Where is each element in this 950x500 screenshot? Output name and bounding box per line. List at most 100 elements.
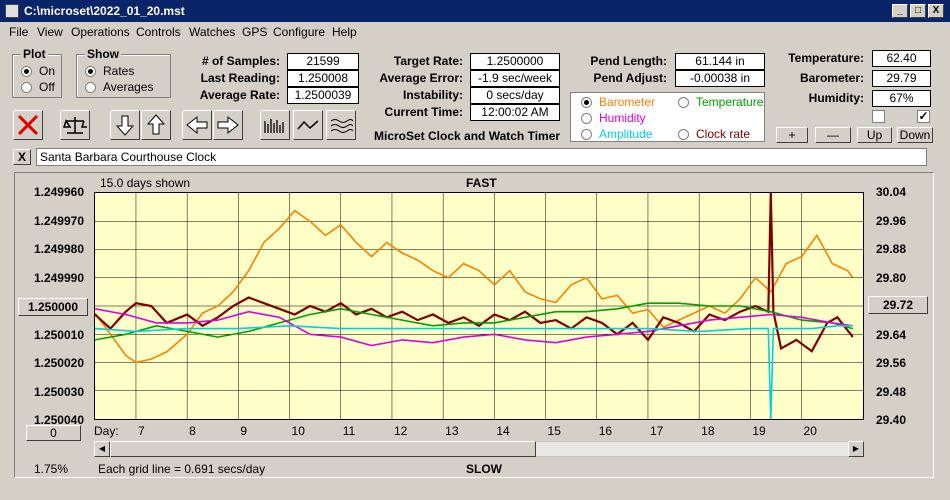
- menu-file[interactable]: File: [9, 25, 29, 39]
- arrow-up-icon: [146, 114, 166, 135]
- x-tick-label: 7: [137, 424, 145, 438]
- amplitude-option: Amplitude: [599, 127, 653, 141]
- samples-field: 21599: [287, 53, 359, 70]
- menu-operations[interactable]: Operations: [71, 25, 130, 39]
- clock-name-field[interactable]: Santa Barbara Courthouse Clock: [36, 148, 927, 166]
- center-left-button[interactable]: 1.250000: [18, 298, 88, 316]
- humidity-label: Humidity:: [808, 91, 864, 105]
- left-tick-label: 1.249970: [33, 213, 84, 228]
- target-rate-label: Target Rate:: [393, 54, 463, 68]
- menu-gps[interactable]: GPS: [242, 25, 268, 39]
- minus-button[interactable]: —: [815, 127, 851, 143]
- arrow-left-icon: [186, 115, 208, 135]
- arrow-left-button[interactable]: [182, 110, 212, 140]
- arrow-right-button[interactable]: [213, 110, 243, 140]
- clock-rate-radio[interactable]: [678, 129, 689, 140]
- plot-on-label: On: [39, 64, 56, 78]
- multiwave-icon: [330, 119, 353, 133]
- current-time-field: 12:00:02 AM: [470, 104, 560, 121]
- spikes-icon: [264, 119, 284, 133]
- average-error-label: Average Error:: [379, 71, 463, 85]
- wave-button[interactable]: [293, 110, 323, 140]
- up-button[interactable]: Up: [857, 127, 892, 143]
- show-rates-radio[interactable]: [85, 66, 96, 77]
- check-icon[interactable]: ✓: [917, 109, 930, 123]
- fast-label: FAST: [466, 176, 497, 190]
- temperature-radio[interactable]: [678, 97, 689, 108]
- humidity-checkbox[interactable]: [872, 110, 885, 123]
- gridline-note: Each grid line = 0.691 secs/day: [98, 462, 266, 476]
- right-tick-label: 29.48: [876, 384, 907, 399]
- maximize-button[interactable]: □: [910, 4, 926, 18]
- pend-length-label: Pend Length:: [590, 54, 667, 68]
- chart-panel: [14, 172, 934, 478]
- scroll-right-icon[interactable]: ▶: [848, 441, 864, 457]
- down-button[interactable]: Down: [897, 127, 933, 143]
- arrow-down-button[interactable]: [110, 110, 140, 140]
- humidity-option: Humidity: [599, 111, 646, 125]
- x-tick-label: 8: [189, 424, 196, 438]
- menu-configure[interactable]: Configure: [273, 25, 326, 39]
- last-reading-label: Last Reading:: [200, 71, 280, 85]
- balance-button[interactable]: [60, 110, 90, 140]
- arrow-right-icon: [217, 115, 239, 135]
- series-clock-rate: [94, 192, 854, 353]
- minimize-button[interactable]: _: [892, 4, 908, 18]
- left-tick-label: 1.250020: [33, 356, 84, 370]
- x-tick-label: 16: [598, 424, 613, 438]
- current-time-label: Current Time:: [384, 105, 463, 119]
- close-button[interactable]: X: [928, 4, 944, 18]
- average-rate-field: 1.2500039: [287, 87, 359, 104]
- plot-group-title: Plot: [21, 47, 48, 61]
- right-tick-label: 29.64: [876, 327, 907, 342]
- show-group: Show: [76, 47, 171, 98]
- left-tick-label: 1.249990: [33, 270, 84, 285]
- clear-name-button[interactable]: X: [13, 149, 31, 165]
- samples-label: # of Samples:: [201, 54, 280, 68]
- left-tick-label: 1.249980: [33, 242, 84, 256]
- days-shown-label: 15.0 days shown: [100, 176, 191, 190]
- zero-button[interactable]: 0: [26, 425, 81, 441]
- scroll-thumb[interactable]: [110, 441, 536, 457]
- delete-button[interactable]: [13, 110, 43, 140]
- title-bar: C:\microset\2022_01_20.mst _ □ X: [0, 0, 950, 22]
- show-group-title: Show: [85, 47, 121, 61]
- scroll-left-icon[interactable]: ◀: [94, 441, 110, 457]
- humidity-radio[interactable]: [581, 113, 592, 124]
- menu-help[interactable]: Help: [332, 25, 357, 39]
- show-averages-label: Averages: [103, 80, 154, 94]
- plot-off-radio[interactable]: [21, 82, 32, 93]
- menu-view[interactable]: View: [37, 25, 63, 39]
- right-tick-label: 29.40: [876, 413, 907, 427]
- window-title: C:\microset\2022_01_20.mst: [24, 4, 185, 18]
- left-tick-label: 1.250010: [33, 327, 84, 342]
- menu-controls[interactable]: Controls: [136, 25, 181, 39]
- scale-icon: [63, 117, 87, 134]
- average-rate-label: Average Rate:: [199, 88, 280, 102]
- center-right-button[interactable]: 29.72: [868, 296, 928, 314]
- multiwave-button[interactable]: [326, 110, 356, 140]
- x-tick-label: 11: [342, 424, 356, 438]
- app-icon: [5, 4, 19, 18]
- spikes-button[interactable]: [260, 110, 290, 140]
- chart-svg: [94, 192, 863, 420]
- series-barometer: [94, 209, 854, 364]
- percent-label: 1.75%: [34, 462, 69, 476]
- last-reading-field: 1.250008: [287, 70, 359, 87]
- instability-field: 0 secs/day: [470, 87, 560, 104]
- x-tick-label: 14: [496, 424, 510, 438]
- pend-length-field: 61.144 in: [675, 53, 765, 70]
- barometer-radio[interactable]: [581, 97, 592, 108]
- plus-button[interactable]: +: [776, 127, 808, 143]
- plot-on-radio[interactable]: [21, 66, 32, 77]
- series-temperature: [94, 302, 854, 341]
- left-tick-label: 1.250040: [33, 413, 84, 427]
- menu-watches[interactable]: Watches: [189, 25, 236, 39]
- series-selector: [570, 92, 765, 142]
- right-tick-label: 30.04: [876, 185, 907, 199]
- arrow-up-button[interactable]: [141, 110, 171, 140]
- show-averages-radio[interactable]: [85, 82, 96, 93]
- x-tick-label: 18: [701, 424, 715, 438]
- pend-adjust-label: Pend Adjust:: [593, 71, 667, 85]
- amplitude-radio[interactable]: [581, 129, 592, 140]
